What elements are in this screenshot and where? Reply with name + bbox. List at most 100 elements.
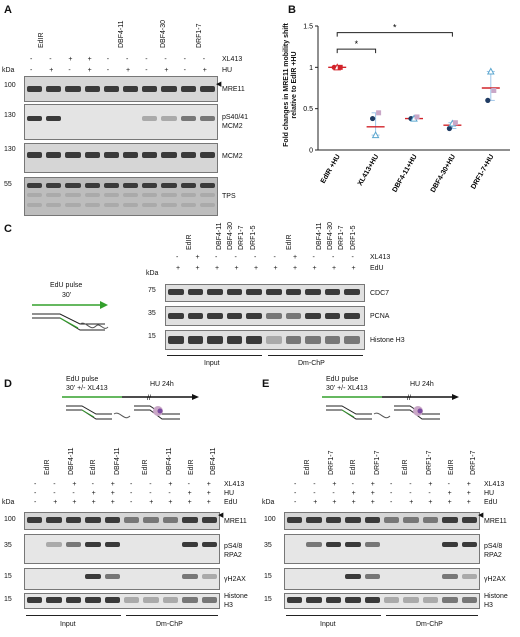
- blot-band: [180, 116, 196, 121]
- sign-cell: +: [370, 481, 375, 488]
- blot-band: [85, 597, 101, 603]
- sign-cell: +: [168, 481, 173, 488]
- blot-band: [287, 597, 303, 603]
- sign-cell: -: [53, 490, 56, 497]
- lane-label: EdIR: [304, 459, 311, 475]
- sign-cell: +: [206, 481, 211, 488]
- sign-cell: +: [351, 499, 356, 506]
- significance-bracket: [336, 48, 377, 54]
- blot-band: [84, 86, 100, 92]
- sign-cell: +: [409, 499, 414, 506]
- sign-cell: +: [126, 67, 131, 74]
- blot-band: [461, 542, 477, 547]
- blot-band: [345, 542, 361, 547]
- blot-band: [246, 289, 262, 295]
- blot-band: [168, 313, 184, 319]
- sign-cell: +: [68, 56, 73, 63]
- blot-band: [142, 193, 158, 197]
- panel-a-marker-130b: 130: [4, 146, 16, 153]
- data-point-triangle: [371, 131, 380, 139]
- x-tick-label: DBF4-11+HU: [392, 154, 419, 194]
- blot-band: [123, 193, 139, 197]
- sign-cell: -: [145, 67, 148, 74]
- blot-band: [285, 313, 302, 319]
- panel-a-marker-55: 55: [4, 181, 12, 188]
- panel-c-marker-15: 15: [148, 333, 156, 340]
- blot-band: [344, 289, 360, 295]
- blot-band: [27, 86, 43, 92]
- x-tick-label: EdIR +HU: [320, 154, 342, 185]
- blot-band: [27, 183, 43, 188]
- blot-band: [182, 597, 198, 603]
- blot-band: [46, 597, 62, 603]
- blot-band: [85, 574, 101, 579]
- panel-a-row-mcm2: MCM2: [222, 153, 243, 160]
- sign-cell: -: [409, 490, 412, 497]
- blot-band: [442, 574, 458, 579]
- panel-c-blot-h3: [165, 330, 365, 350]
- panel-e-kda-label: kDa: [262, 499, 275, 506]
- panel-e-hu-label: HU: [484, 490, 495, 497]
- lane-label: DRF1-5: [350, 225, 357, 250]
- mre11-shift-chart: 0 0.5 1 1.5 EdIR +HU XL413+HU DBF4-11+HU DBF4-3…: [303, 23, 510, 194]
- blot-band: [285, 336, 302, 344]
- panel-d-hu: HU 24h: [150, 381, 174, 388]
- x-tick-label: DBF4-30+HU: [430, 154, 457, 194]
- lane-label: DRF1-7: [328, 450, 335, 475]
- sign-cell: -: [106, 67, 110, 74]
- blot-band: [104, 597, 120, 603]
- panel-e-group-chip: Dm-ChP: [416, 621, 443, 628]
- sign-cell: -: [106, 56, 110, 63]
- blot-band: [199, 116, 215, 121]
- panel-d-xl413-label: XL413: [224, 481, 245, 488]
- panel-e-blot-rpa2: [284, 534, 480, 564]
- sign-cell: -: [313, 481, 316, 488]
- sign-cell: -: [126, 56, 129, 63]
- sign-cell: -: [351, 254, 354, 261]
- data-point-square: [491, 87, 497, 93]
- sign-cell: +: [72, 481, 77, 488]
- blot-band: [266, 336, 282, 344]
- panel-e-input-line: [286, 615, 381, 616]
- blot-band: [103, 203, 119, 207]
- data-point-circle: [446, 125, 452, 132]
- lane-label: EdIR: [188, 459, 195, 475]
- sign-cell: -: [149, 490, 152, 497]
- panel-a-row-pmcm2: pS40/41 MCM2: [222, 114, 249, 131]
- blot-band: [27, 203, 43, 207]
- blot-band: [266, 289, 282, 295]
- panel-c-blot-pcna: [165, 306, 365, 326]
- blot-band: [142, 203, 158, 207]
- lane-label: EdIR: [448, 459, 455, 475]
- blot-band: [161, 86, 177, 92]
- sign-cell: -: [313, 490, 316, 497]
- sign-cell: -: [273, 254, 276, 261]
- lane-label: DBF4-30: [227, 221, 234, 250]
- blot-band: [461, 597, 477, 603]
- blot-band: [442, 542, 458, 547]
- sign-cell: +: [447, 499, 452, 506]
- blot-band: [161, 183, 177, 188]
- panel-d-group-chip: Dm-ChP: [156, 621, 183, 628]
- panel-a-row-mre11: MRE11: [222, 86, 245, 93]
- panel-c-input-line: [167, 355, 262, 356]
- panel-c-kda-label: kDa: [146, 270, 159, 277]
- panel-c-pulse-label: EdU pulse: [50, 282, 83, 289]
- lane-label: EdIR: [402, 459, 409, 475]
- lane-label: DBF4-30: [327, 221, 334, 250]
- sign-cell: +: [195, 254, 200, 261]
- blot-band: [182, 574, 198, 579]
- blot-band: [84, 183, 100, 188]
- sign-cell: -: [183, 67, 186, 74]
- data-point-circle: [485, 97, 491, 103]
- blot-band: [65, 193, 81, 197]
- lane-label: EdIR: [286, 234, 293, 250]
- chart-ylabel: Fold changes in MRE11 mobility shift rel…: [283, 23, 299, 147]
- y-tick-label: 1: [309, 65, 313, 72]
- sign-cell: -: [215, 254, 218, 261]
- blot-band: [103, 86, 119, 92]
- panel-e-marker-100: 100: [264, 516, 276, 523]
- blot-band: [325, 542, 342, 547]
- blot-band: [201, 574, 217, 579]
- blot-band: [46, 86, 62, 92]
